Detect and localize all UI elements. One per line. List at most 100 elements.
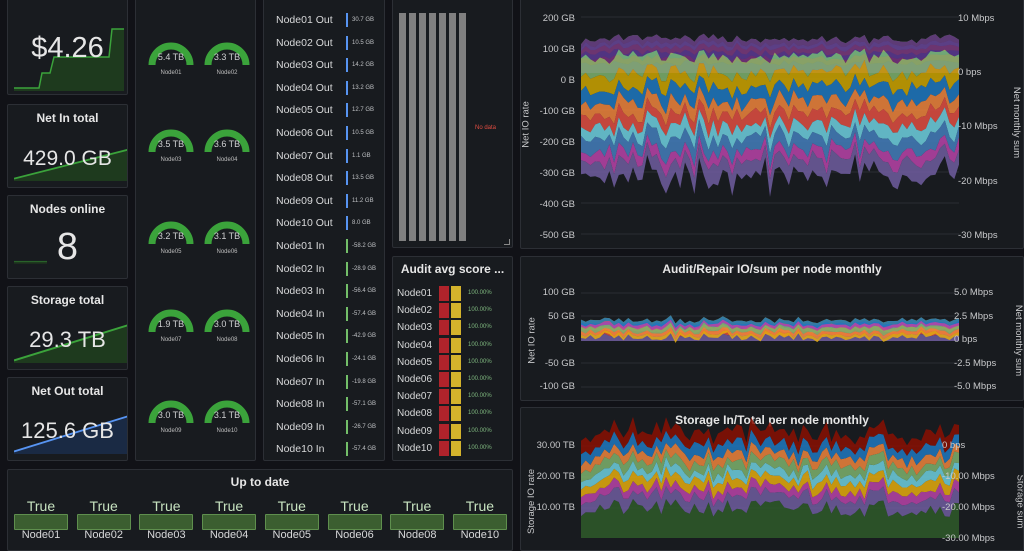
- net-table-row: Node06 Out 10.5 GB: [276, 124, 384, 146]
- gauge-value: 3.6 TB: [213, 139, 241, 149]
- gauge-value: 3.2 TB: [157, 231, 185, 241]
- storage-gauges-panel[interactable]: 5.4 TB Node01 3.3 TB Node02 3.5 TB Node03 3.6 …: [135, 0, 256, 461]
- cost-stat-panel[interactable]: $4.26: [7, 0, 128, 95]
- axis-tick-label: -20.00 Mbps: [942, 502, 995, 513]
- net-row-name: Node05 In: [276, 330, 325, 343]
- storage-gauge: 3.0 TB Node08: [202, 302, 252, 350]
- net-row-value: -57.1 GB: [352, 401, 377, 408]
- axis-tick-label: 0 B: [560, 334, 575, 345]
- gauge-label: Node05: [160, 249, 182, 255]
- audit-repair-right-axis-title: Net monthly sum: [1013, 304, 1024, 377]
- stacked-series-area: [581, 322, 959, 336]
- axis-tick-label: -5.0 Mbps: [954, 381, 997, 392]
- gauge-value: 3.5 TB: [157, 139, 185, 149]
- net-out-stat-value: 125.6 GB: [21, 418, 114, 443]
- gauge-arc: [204, 400, 250, 424]
- audit-row: Node01 100.00%: [397, 286, 502, 303]
- up-to-date-block: [14, 514, 68, 530]
- net-row-name: Node02 Out: [276, 36, 333, 49]
- axis-tick-label: -300 GB: [539, 168, 575, 179]
- net-row-name: Node08 Out: [276, 172, 333, 185]
- axis-tick-label: -30 Mbps: [958, 229, 998, 241]
- audit-yellow-cell: [451, 354, 461, 370]
- net-row-bar: [346, 58, 348, 73]
- net-table-row: Node01 In -58.2 GB: [276, 237, 384, 259]
- up-to-date-value: True: [26, 498, 56, 514]
- audit-row-name: Node05: [397, 356, 433, 368]
- net-row-value: 1.1 GB: [352, 152, 371, 159]
- bars-panel[interactable]: No data: [392, 0, 513, 248]
- up-to-date-cell: True Node05: [264, 498, 319, 544]
- audit-repair-chart-panel[interactable]: Audit/Repair IO/sum per node monthly Net…: [520, 256, 1024, 401]
- gauge-label: Node08: [216, 337, 238, 343]
- resize-handle-icon[interactable]: [504, 239, 510, 245]
- net-row-value: 14.2 GB: [352, 62, 375, 69]
- net-row-value: 13.5 GB: [352, 175, 375, 182]
- net-out-stat-panel[interactable]: Net Out total 125.6 GB: [7, 377, 128, 461]
- stacked-series-area: [581, 48, 959, 83]
- storage-gauge: 3.2 TB Node05: [146, 214, 196, 262]
- nodes-online-stat-panel[interactable]: Nodes online 8: [7, 195, 128, 279]
- net-row-value: 13.2 GB: [352, 84, 375, 91]
- stacked-series-area: [581, 456, 959, 490]
- net-row-bar: [346, 374, 348, 389]
- gauge-value: 5.4 TB: [157, 52, 185, 62]
- gauge-value: 3.1 TB: [213, 231, 241, 241]
- audit-row-pct: 100.00%: [468, 444, 492, 451]
- net-row-value: -28.9 GB: [352, 265, 377, 272]
- up-to-date-value: True: [465, 498, 495, 514]
- net-row-name: Node03 In: [276, 285, 325, 298]
- net-per-node-table[interactable]: Node01 Out 30.7 GB Node02 Out 10.5 GB Node03…: [263, 0, 385, 461]
- net-row-bar: [346, 284, 348, 299]
- stacked-series-area: [581, 416, 959, 456]
- storage-gauge: 3.1 TB Node10: [202, 393, 252, 441]
- net-row-name: Node07 In: [276, 375, 325, 388]
- net-row-value: -58.2 GB: [352, 243, 377, 249]
- net-table-row: Node03 In -56.4 GB: [276, 282, 384, 304]
- axis-tick-label: -400 GB: [539, 199, 575, 210]
- net-in-stat-panel[interactable]: Net In total 429.0 GB: [7, 104, 128, 188]
- audit-row-name: Node09: [397, 425, 433, 437]
- net-row-name: Node09 Out: [276, 194, 333, 207]
- net-row-value: 8.0 GB: [352, 220, 371, 227]
- stacked-series-area: [581, 73, 959, 116]
- gauge-value: 1.9 TB: [157, 319, 185, 329]
- gauge-value: 3.3 TB: [213, 52, 241, 62]
- net-table-row: Node04 Out 13.2 GB: [276, 79, 384, 101]
- up-to-date-panel[interactable]: Up to date True Node01 True Node02 True Node0…: [7, 469, 513, 551]
- gauge-arc: [148, 400, 194, 424]
- storage-chart-title: Storage In/Total per node monthly: [675, 413, 869, 427]
- storage-stat-panel[interactable]: Storage total 29.3 TB: [7, 286, 128, 370]
- audit-score-panel[interactable]: Audit avg score ... Node01 100.00% Node02 1…: [392, 256, 513, 461]
- gauge-arc: [148, 309, 194, 333]
- audit-row: Node08 100.00%: [397, 406, 502, 423]
- gauge-arc: [148, 42, 194, 66]
- storage-chart-panel[interactable]: Storage In/Total per node monthly Storag…: [520, 407, 1024, 551]
- net-row-bar: [346, 261, 348, 276]
- up-to-date-value: True: [152, 498, 181, 514]
- net-row-value: -26.7 GB: [352, 423, 377, 430]
- up-to-date-cell: True Node10: [452, 498, 507, 544]
- up-to-date-value: True: [340, 498, 369, 514]
- up-to-date-block: [264, 514, 319, 530]
- audit-yellow-cell: [451, 423, 461, 439]
- gauge-arc: [148, 129, 194, 153]
- stacked-series-area: [581, 499, 959, 538]
- audit-repair-left-axis-title: Net IO rate: [526, 317, 538, 364]
- storage-gauge: 5.4 TB Node01: [146, 35, 196, 83]
- nodes-online-sparkline: [14, 260, 47, 264]
- net-row-bar: [346, 148, 348, 163]
- net-row-value: -42.9 GB: [352, 333, 377, 340]
- storage-right-axis-title: Storage sum: [1014, 474, 1024, 529]
- net-row-bar: [346, 352, 348, 366]
- audit-score-title: Audit avg score ...: [400, 262, 505, 276]
- storage-gauge: 3.5 TB Node03: [146, 122, 196, 170]
- stacked-series-area: [581, 329, 959, 343]
- net-table-row: Node02 In -28.9 GB: [276, 260, 384, 282]
- up-to-date-cell: True Node01: [14, 498, 68, 544]
- net-row-bar: [346, 171, 348, 186]
- gauge-label: Node07: [160, 337, 182, 343]
- audit-row-pct: 100.00%: [468, 427, 492, 434]
- net-io-chart-panel[interactable]: Net IO rate Net monthly sum 200 GB 100 GB…: [520, 0, 1024, 249]
- net-table-row: Node06 In -24.1 GB: [276, 350, 384, 372]
